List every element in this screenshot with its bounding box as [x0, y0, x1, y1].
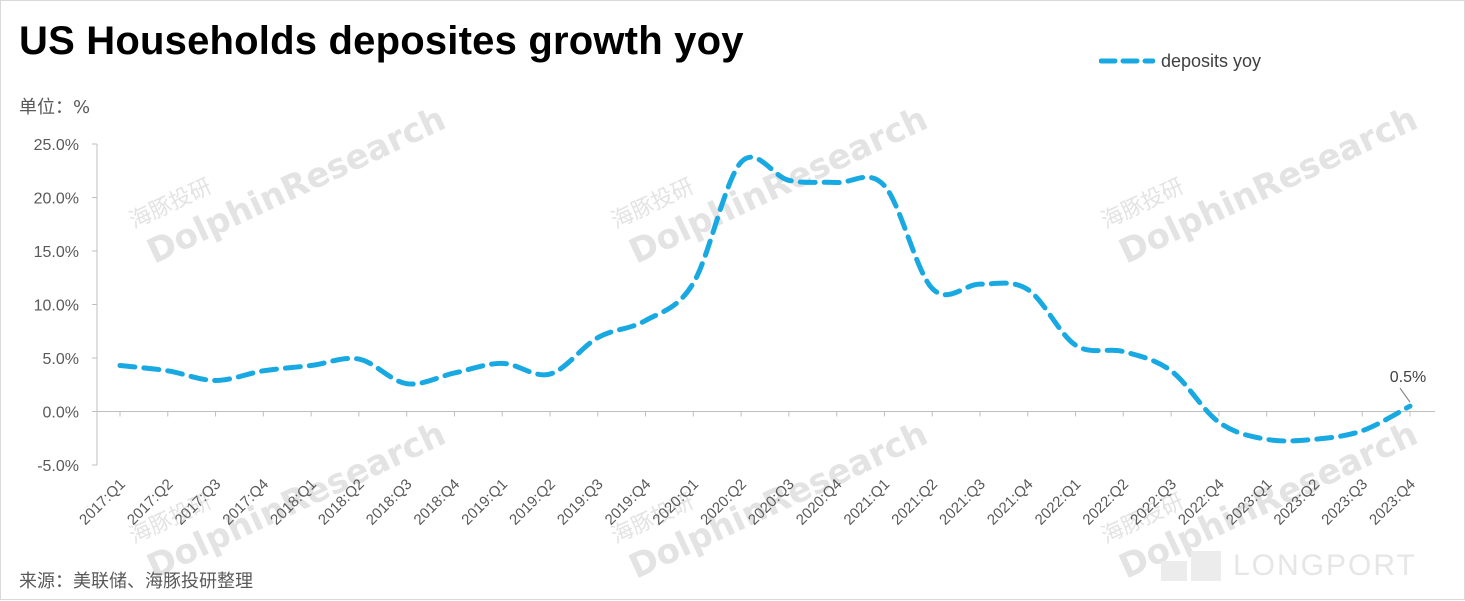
y-tick-label: 15.0% — [34, 244, 79, 261]
x-tick-label: 2023:Q1 — [1223, 476, 1276, 529]
x-tick-label: 2020:Q1 — [649, 476, 702, 529]
x-tick-label: 2021:Q3 — [936, 476, 989, 529]
x-tick-label: 2019:Q2 — [506, 476, 559, 529]
x-tick-label: 2018:Q1 — [267, 476, 320, 529]
chart-title: US Households deposites growth yoy — [19, 19, 744, 64]
series-line-deposits-yoy — [120, 157, 1410, 441]
legend-swatch-icon — [1099, 58, 1155, 64]
x-tick-label: 2021:Q4 — [984, 476, 1037, 529]
x-tick-label: 2023:Q2 — [1271, 476, 1324, 529]
x-tick-label: 2022:Q3 — [1127, 476, 1180, 529]
x-tick-label: 2018:Q4 — [411, 476, 464, 529]
source-note: 来源：美联储、海豚投研整理 — [19, 567, 253, 593]
x-tick-label: 2020:Q4 — [793, 476, 846, 529]
x-tick-label: 2018:Q2 — [315, 476, 368, 529]
x-tick-label: 2020:Q3 — [745, 476, 798, 529]
y-tick-label: 20.0% — [34, 191, 79, 208]
data-label: 0.5% — [1390, 369, 1426, 386]
y-tick-label: 0.0% — [43, 405, 79, 422]
x-tick-label: 2017:Q1 — [76, 476, 129, 529]
x-tick-label: 2019:Q3 — [554, 476, 607, 529]
x-tick-label: 2017:Q4 — [219, 476, 272, 529]
brand-logo: LONGPORT — [1161, 549, 1417, 583]
legend-label: deposits yoy — [1161, 51, 1261, 72]
brand-mark-icon — [1161, 551, 1221, 581]
x-tick-label: 2018:Q3 — [363, 476, 416, 529]
legend: deposits yoy — [1099, 49, 1261, 73]
y-tick-label: -5.0% — [37, 458, 79, 475]
x-tick-label: 2023:Q4 — [1366, 476, 1419, 529]
y-tick-label: 10.0% — [34, 298, 79, 315]
x-tick-label: 2021:Q2 — [888, 476, 941, 529]
x-tick-label: 2019:Q4 — [602, 476, 655, 529]
x-tick-label: 2019:Q1 — [458, 476, 511, 529]
brand-text: LONGPORT — [1233, 549, 1417, 583]
x-tick-label: 2022:Q2 — [1079, 476, 1132, 529]
annotation-leader — [1400, 388, 1410, 402]
y-tick-label: 5.0% — [43, 351, 79, 368]
x-tick-label: 2017:Q2 — [124, 476, 177, 529]
x-tick-label: 2017:Q3 — [172, 476, 225, 529]
x-tick-label: 2020:Q2 — [697, 476, 750, 529]
x-tick-label: 2022:Q1 — [1032, 476, 1085, 529]
unit-label: 单位：% — [19, 93, 90, 119]
x-tick-label: 2022:Q4 — [1175, 476, 1228, 529]
y-tick-label: 25.0% — [34, 137, 79, 154]
x-tick-label: 2023:Q3 — [1318, 476, 1371, 529]
x-tick-label: 2021:Q1 — [841, 476, 894, 529]
